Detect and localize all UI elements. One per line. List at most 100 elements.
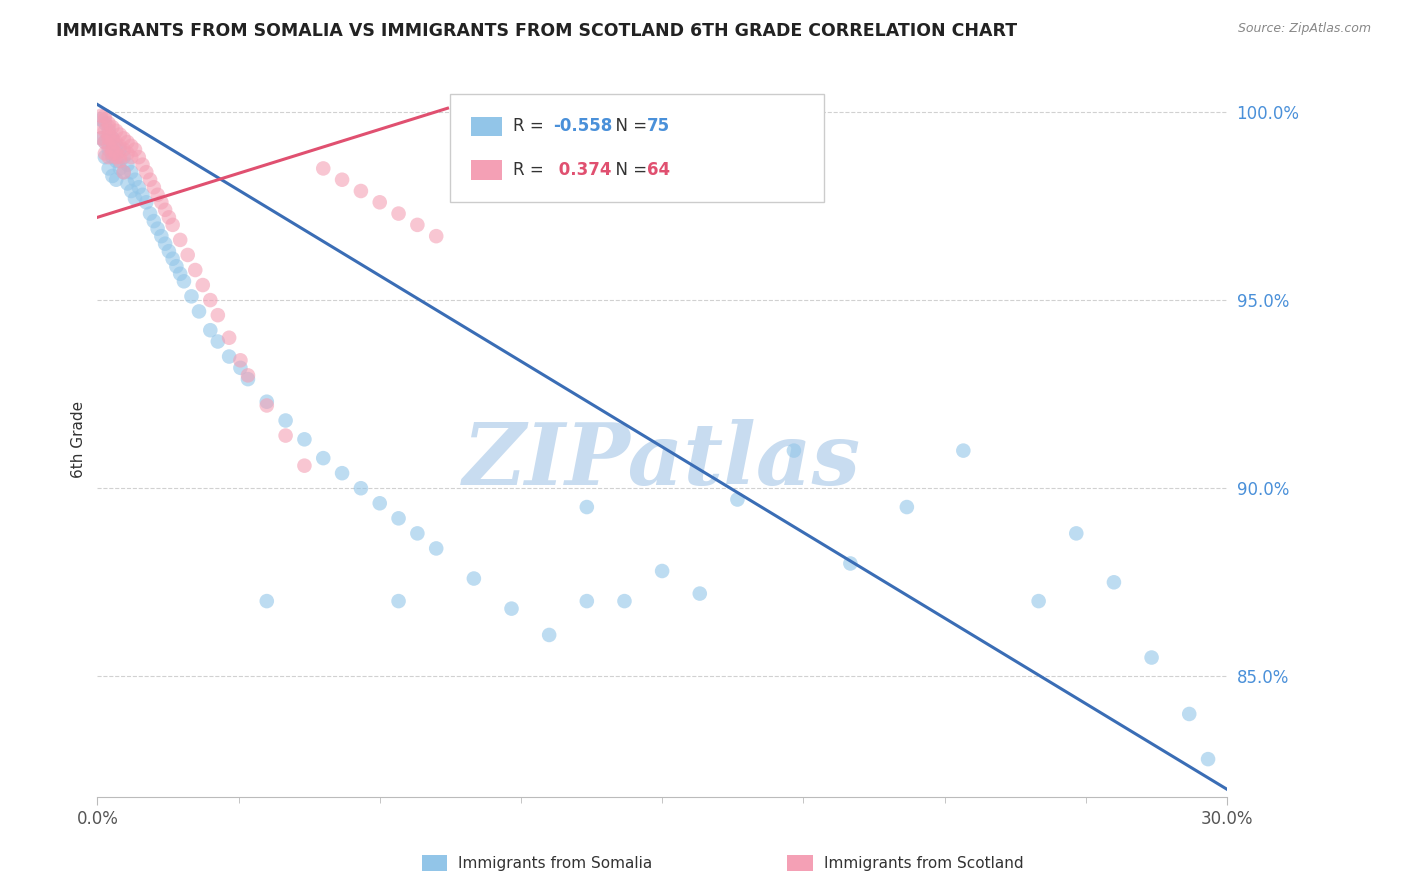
- Point: [689, 586, 711, 600]
- Point: [387, 511, 409, 525]
- Point: [387, 206, 409, 220]
- Point: [1102, 575, 1125, 590]
- Point: [783, 443, 806, 458]
- Point: [124, 143, 146, 157]
- Point: [105, 146, 128, 161]
- Point: [218, 350, 240, 364]
- Point: [1028, 594, 1050, 608]
- Text: R =: R =: [513, 118, 550, 136]
- Point: [725, 492, 748, 507]
- Point: [651, 564, 673, 578]
- Point: [575, 500, 598, 514]
- Point: [112, 165, 135, 179]
- Point: [1064, 526, 1087, 541]
- Point: [312, 451, 335, 466]
- Point: [294, 433, 316, 447]
- Point: [90, 112, 112, 127]
- Point: [120, 139, 142, 153]
- Point: [139, 172, 162, 186]
- Point: [165, 259, 187, 273]
- Text: 0.374: 0.374: [553, 161, 612, 179]
- Point: [90, 131, 112, 145]
- Point: [839, 557, 862, 571]
- Point: [105, 153, 128, 168]
- Point: [425, 229, 447, 244]
- Point: [97, 143, 120, 157]
- Point: [274, 428, 297, 442]
- Point: [1140, 650, 1163, 665]
- Point: [312, 161, 335, 176]
- Point: [153, 202, 176, 217]
- Point: [162, 218, 184, 232]
- Point: [180, 289, 202, 303]
- Point: [101, 150, 124, 164]
- Point: [108, 128, 131, 142]
- Point: [184, 263, 207, 277]
- Point: [146, 221, 169, 235]
- Point: [229, 360, 252, 375]
- Point: [150, 229, 173, 244]
- Point: [120, 150, 142, 164]
- Point: [101, 169, 124, 183]
- Point: [501, 601, 523, 615]
- Point: [330, 466, 353, 480]
- Point: [117, 146, 139, 161]
- Point: [274, 413, 297, 427]
- Point: [94, 112, 117, 127]
- Point: [135, 165, 157, 179]
- Point: [101, 146, 124, 161]
- Point: [94, 146, 117, 161]
- Point: [368, 496, 391, 510]
- Point: [94, 124, 117, 138]
- Point: [97, 128, 120, 142]
- Point: [350, 184, 373, 198]
- Point: [952, 443, 974, 458]
- Point: [131, 187, 153, 202]
- Text: ZIPatlas: ZIPatlas: [463, 419, 862, 502]
- Point: [153, 236, 176, 251]
- Point: [105, 172, 128, 186]
- Point: [173, 274, 195, 288]
- Point: [112, 143, 135, 157]
- Point: [463, 572, 485, 586]
- Point: [97, 131, 120, 145]
- Point: [90, 109, 112, 123]
- Point: [108, 153, 131, 168]
- Point: [108, 161, 131, 176]
- Point: [236, 372, 259, 386]
- Point: [139, 206, 162, 220]
- Text: R =: R =: [513, 161, 550, 179]
- Point: [157, 211, 180, 225]
- Point: [177, 248, 200, 262]
- Point: [236, 368, 259, 383]
- Point: [101, 120, 124, 134]
- Point: [200, 293, 222, 307]
- Point: [218, 331, 240, 345]
- Point: [97, 139, 120, 153]
- Point: [101, 135, 124, 149]
- Point: [406, 218, 429, 232]
- Text: 75: 75: [647, 118, 671, 136]
- Point: [406, 526, 429, 541]
- Point: [425, 541, 447, 556]
- Point: [256, 399, 278, 413]
- Point: [94, 135, 117, 149]
- Point: [120, 184, 142, 198]
- Point: [105, 124, 128, 138]
- Point: [294, 458, 316, 473]
- Point: [330, 172, 353, 186]
- Point: [188, 304, 211, 318]
- Point: [1197, 752, 1219, 766]
- Point: [97, 116, 120, 130]
- Point: [117, 135, 139, 149]
- Point: [613, 594, 636, 608]
- Point: [387, 594, 409, 608]
- Point: [97, 150, 120, 164]
- Text: IMMIGRANTS FROM SOMALIA VS IMMIGRANTS FROM SCOTLAND 6TH GRADE CORRELATION CHART: IMMIGRANTS FROM SOMALIA VS IMMIGRANTS FR…: [56, 22, 1018, 40]
- Text: N =: N =: [605, 161, 652, 179]
- Point: [207, 334, 229, 349]
- Point: [135, 195, 157, 210]
- Point: [108, 150, 131, 164]
- Point: [896, 500, 918, 514]
- Point: [256, 394, 278, 409]
